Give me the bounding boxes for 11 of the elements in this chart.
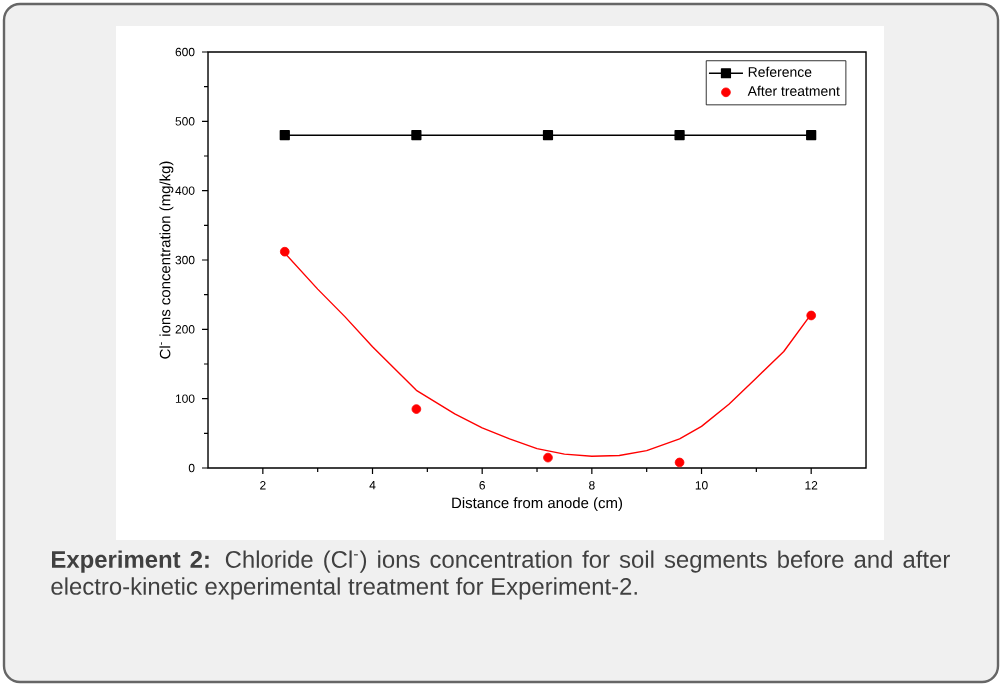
point bbox=[806, 130, 817, 141]
point bbox=[542, 130, 554, 141]
point bbox=[411, 404, 422, 414]
point bbox=[279, 130, 290, 141]
point bbox=[279, 246, 290, 257]
point bbox=[543, 452, 553, 463]
text: Experiment 2: Chloride (Cl$^{-}$) ions concentration for soil segments before and after electro-kinetic experimental treatment for Experiment-2. bbox=[51, 550, 950, 600]
point bbox=[806, 310, 816, 321]
point bbox=[674, 130, 685, 141]
point bbox=[674, 457, 685, 468]
point bbox=[411, 130, 422, 141]
